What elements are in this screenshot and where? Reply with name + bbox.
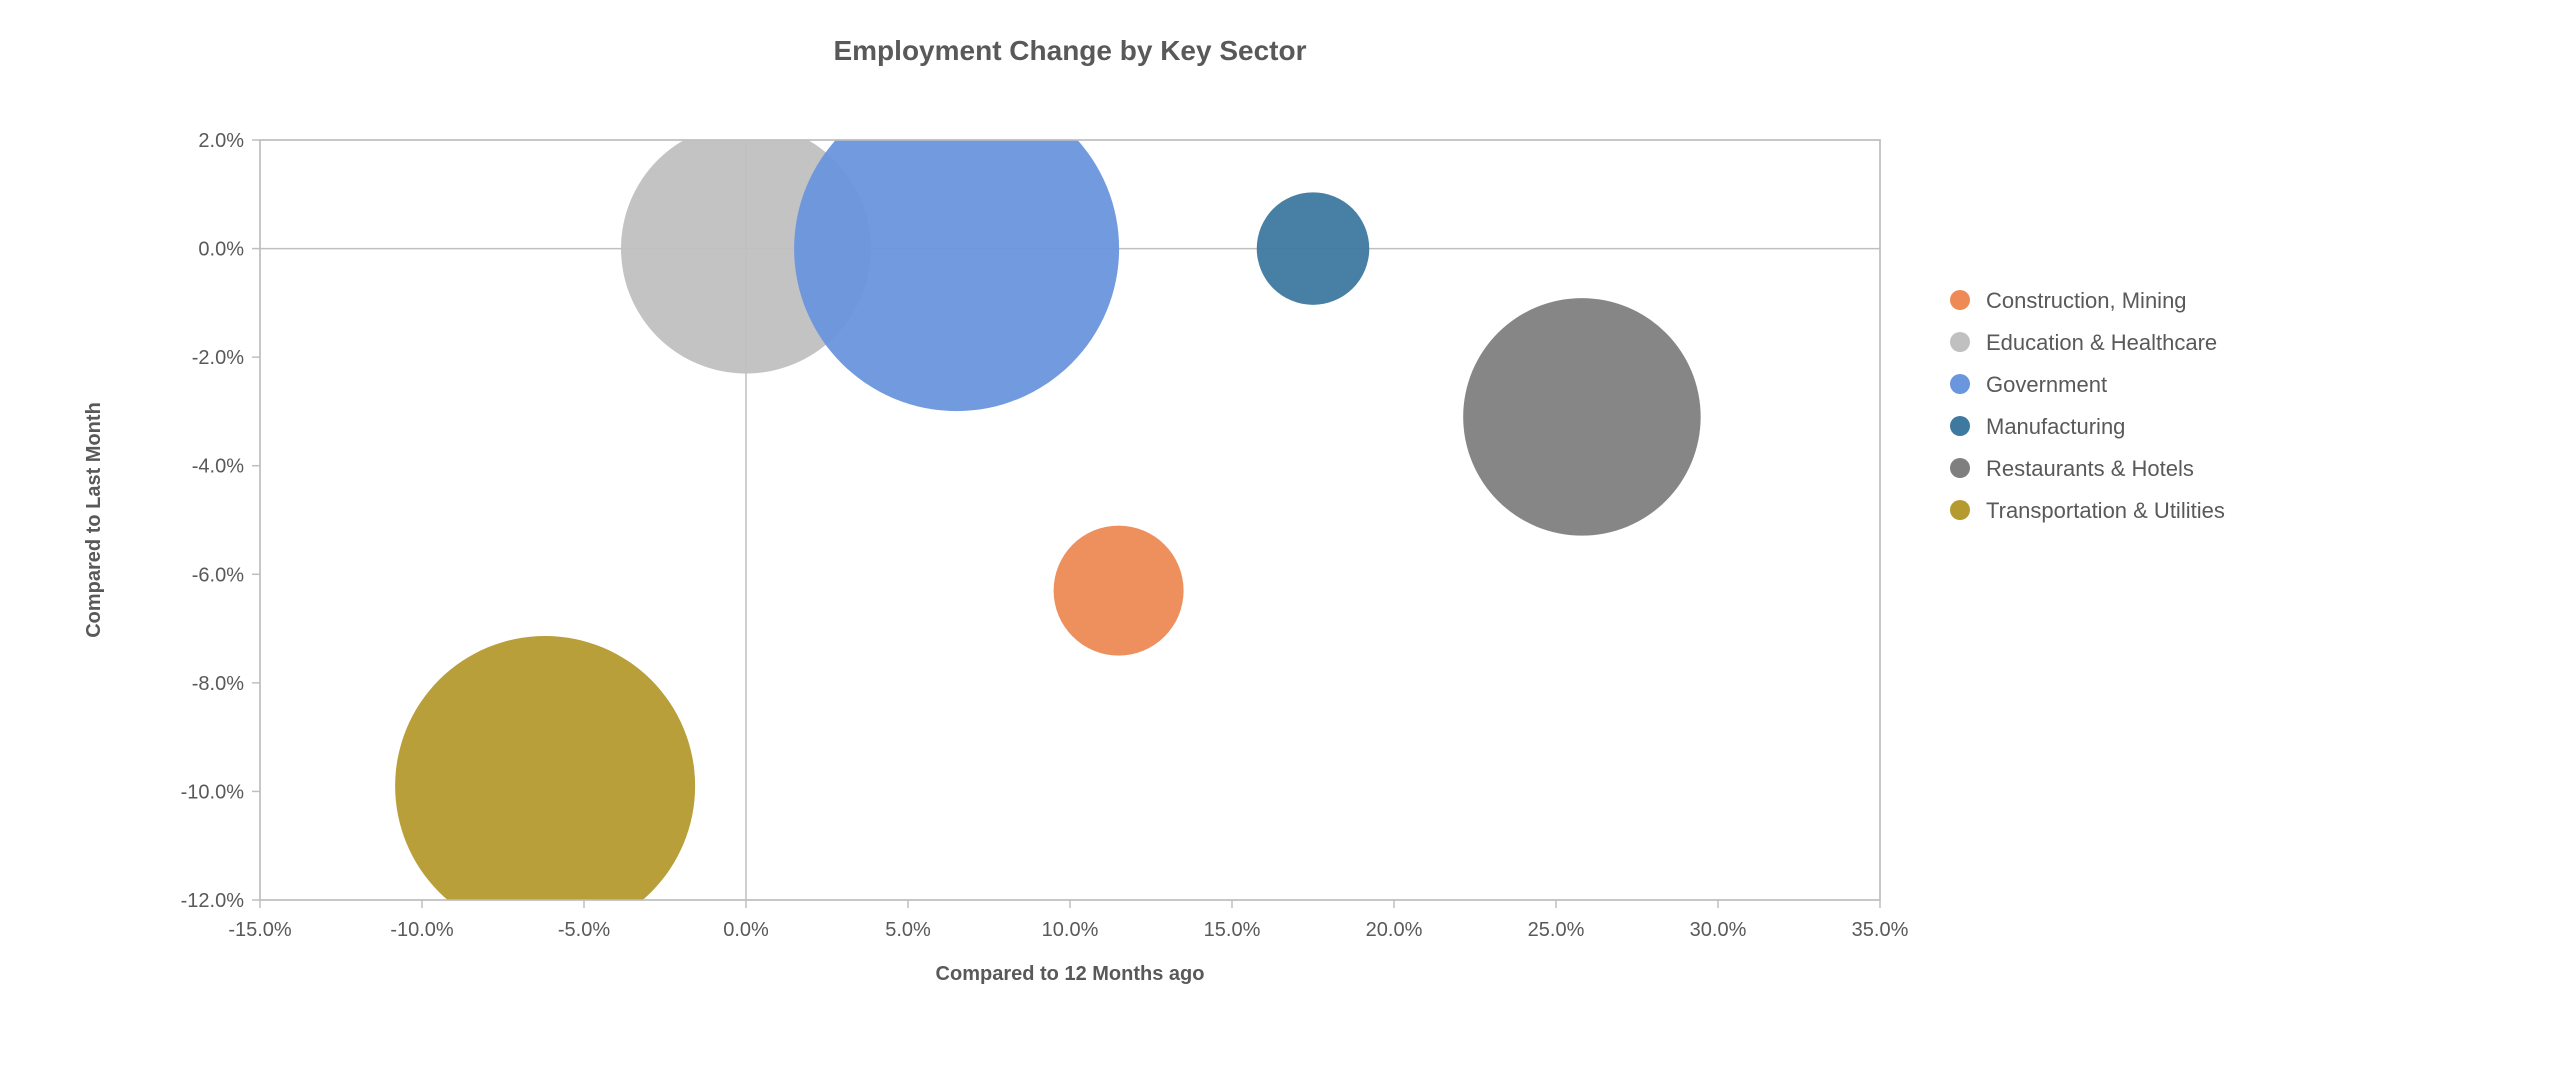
bubble — [395, 636, 695, 936]
x-axis-label: Compared to 12 Months ago — [936, 963, 1205, 985]
x-tick-label: -15.0% — [228, 919, 292, 941]
legend-label: Construction, Mining — [1986, 288, 2187, 313]
y-tick-label: 0.0% — [198, 239, 244, 261]
y-tick-label: -8.0% — [192, 673, 244, 695]
x-tick-label: 15.0% — [1204, 919, 1261, 941]
bubble — [794, 86, 1119, 411]
legend-label: Restaurants & Hotels — [1986, 456, 2194, 481]
legend-swatch — [1950, 290, 1970, 310]
y-tick-label: -2.0% — [192, 347, 244, 369]
y-tick-label: -12.0% — [181, 890, 245, 912]
chart-title: Employment Change by Key Sector — [833, 35, 1306, 66]
x-tick-label: 30.0% — [1690, 919, 1747, 941]
employment-bubble-chart: Employment Change by Key Sector -15.0% -10… — [0, 0, 2566, 1084]
x-tick-label: 0.0% — [723, 919, 769, 941]
x-tick-label: -10.0% — [390, 919, 454, 941]
y-tick-label: -4.0% — [192, 456, 244, 478]
bubble — [1257, 192, 1370, 304]
legend-label: Government — [1986, 372, 2107, 397]
legend-label: Manufacturing — [1986, 414, 2125, 439]
legend-swatch — [1950, 500, 1970, 520]
x-tick-label: 5.0% — [885, 919, 931, 941]
legend-swatch — [1950, 374, 1970, 394]
bubble — [1463, 298, 1701, 536]
legend-swatch — [1950, 458, 1970, 478]
x-tick-label: 35.0% — [1852, 919, 1909, 941]
legend: Construction, Mining Education & Healthca… — [1950, 288, 2225, 523]
bubble — [1054, 526, 1184, 656]
x-tick-label: 25.0% — [1528, 919, 1585, 941]
x-tick-label: 20.0% — [1366, 919, 1423, 941]
legend-swatch — [1950, 416, 1970, 436]
y-tick-label: -6.0% — [192, 564, 244, 586]
x-tick-label: 10.0% — [1042, 919, 1099, 941]
y-axis-label: Compared to Last Month — [83, 402, 105, 638]
y-tick-label: -10.0% — [181, 781, 245, 803]
x-tick-label: -5.0% — [558, 919, 610, 941]
legend-swatch — [1950, 332, 1970, 352]
legend-label: Transportation & Utilities — [1986, 498, 2225, 523]
y-tick-label: 2.0% — [198, 130, 244, 152]
legend-label: Education & Healthcare — [1986, 330, 2217, 355]
